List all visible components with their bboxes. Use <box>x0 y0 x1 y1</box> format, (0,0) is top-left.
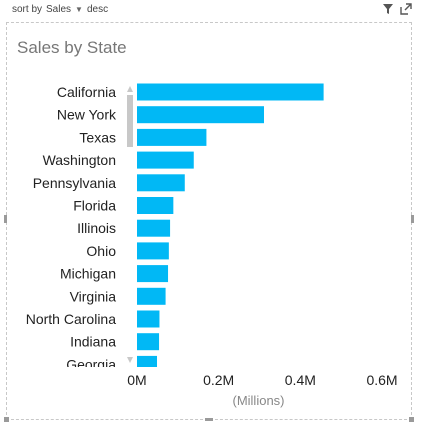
resize-handle-bottom-right[interactable] <box>409 417 414 422</box>
bar[interactable] <box>137 355 158 373</box>
category-label: North Carolina <box>26 311 116 327</box>
category-label: Georgia <box>66 356 116 372</box>
x-tick-label: 0.6M <box>366 372 397 388</box>
category-label: Ohio <box>86 243 116 259</box>
filter-icon[interactable] <box>382 3 394 15</box>
category-label: Texas <box>79 129 116 145</box>
bar[interactable] <box>137 219 171 237</box>
category-label: Virginia <box>70 288 117 304</box>
x-tick-label: 0M <box>127 372 146 388</box>
sort-caret-icon[interactable]: ▼ <box>75 5 83 14</box>
chart-title: Sales by State <box>17 38 127 57</box>
category-label: Michigan <box>60 266 116 282</box>
x-axis-title: (Millions) <box>233 393 285 408</box>
sort-order[interactable]: desc <box>86 4 109 15</box>
scroll-down-arrow-icon[interactable] <box>127 357 133 363</box>
category-label: Indiana <box>70 334 116 350</box>
resize-handle-left[interactable] <box>4 215 7 223</box>
bar[interactable] <box>137 265 169 283</box>
resize-handle-right[interactable] <box>411 215 414 223</box>
category-label: California <box>57 84 116 100</box>
bar[interactable] <box>137 174 185 192</box>
sort-indicator[interactable]: sort by Sales ▼ desc <box>12 4 108 15</box>
sort-field[interactable]: Sales <box>46 4 72 15</box>
bar[interactable] <box>137 333 160 351</box>
category-label: Illinois <box>77 220 116 236</box>
sort-by-label: sort by <box>12 4 43 15</box>
bar[interactable] <box>137 197 174 214</box>
vertical-scrollbar[interactable] <box>127 86 133 363</box>
bar[interactable] <box>137 83 324 101</box>
category-label: Pennsylvania <box>33 175 116 191</box>
scrollbar-thumb[interactable] <box>127 95 133 147</box>
resize-handle-bottom-left[interactable] <box>4 417 9 422</box>
bar[interactable] <box>137 128 207 146</box>
bar[interactable] <box>137 242 169 260</box>
x-tick-label: 0.2M <box>203 372 234 388</box>
resize-handle-bottom[interactable] <box>205 418 213 421</box>
visual-header: sort by Sales ▼ desc <box>0 0 424 22</box>
focus-mode-icon[interactable] <box>400 3 412 15</box>
bar[interactable] <box>137 287 166 305</box>
scroll-up-arrow-icon[interactable] <box>127 86 133 92</box>
category-label: New York <box>57 107 117 123</box>
category-label: Washington <box>43 152 116 168</box>
x-tick-label: 0.4M <box>285 372 316 388</box>
bar[interactable] <box>137 151 194 169</box>
category-label: Florida <box>73 198 116 214</box>
bar[interactable] <box>137 106 264 124</box>
bar[interactable] <box>137 310 160 328</box>
